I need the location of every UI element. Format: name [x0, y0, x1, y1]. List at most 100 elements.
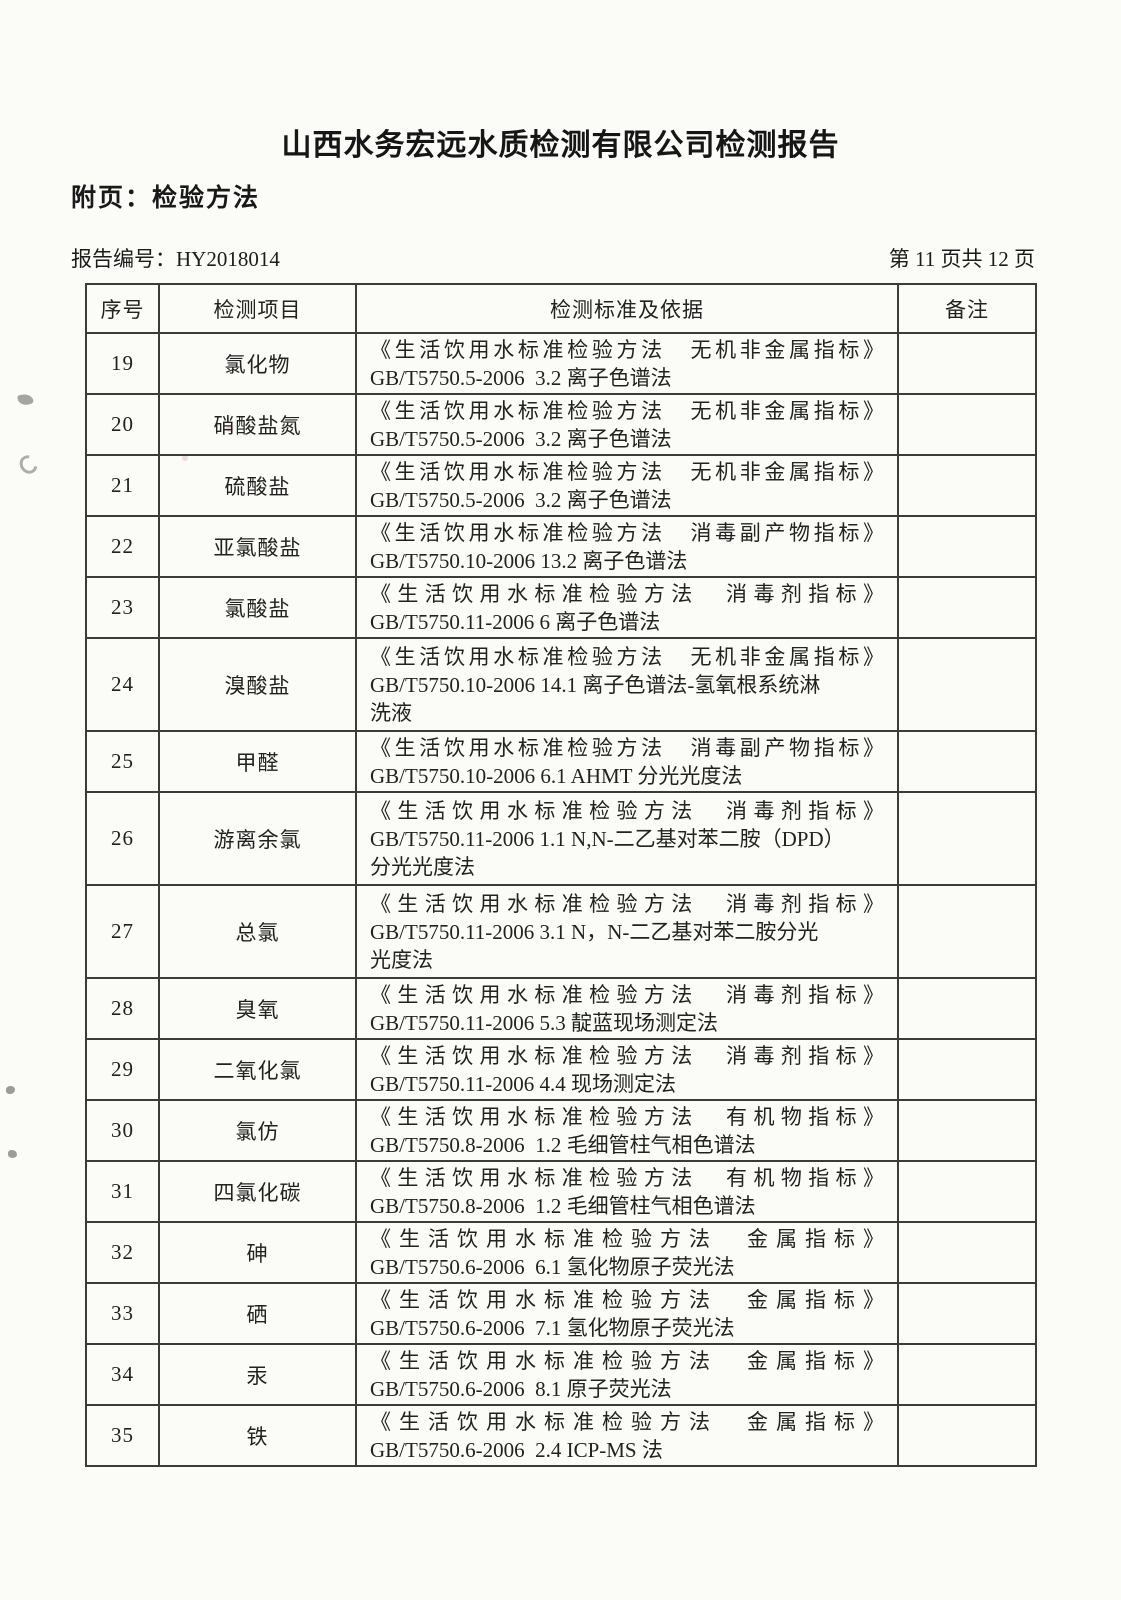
remark-cell [897, 393, 1037, 456]
standard-cell: 《生活饮用水标准检验方法 消毒副产物指标》 GB/T5750.10-2006 6.… [355, 730, 899, 793]
standard-method-line: GB/T5750.6-2006 8.1 原子荧光法 [370, 1376, 672, 1401]
test-item: 四氯化碳 [158, 1160, 357, 1223]
standard-cell: 《生活饮用水标准检验方法 有机物指标》 GB/T5750.8-2006 1.2 毛… [355, 1160, 899, 1223]
table-row: 31 四氯化碳 《生活饮用水标准检验方法 有机物指标》 GB/T5750.8-20… [85, 1160, 1037, 1223]
row-number: 19 [85, 332, 160, 395]
row-number: 25 [85, 730, 160, 793]
standard-title-line: 《生活饮用水标准检验方法 消毒剂指标》 [370, 581, 884, 606]
standard-method-line: GB/T5750.11-2006 5.3 靛蓝现场测定法 [370, 1010, 719, 1035]
row-number: 35 [85, 1404, 160, 1467]
row-number: 29 [85, 1038, 160, 1101]
row-number: 26 [85, 791, 160, 886]
standard-title-line: 《生活饮用水标准检验方法 有机物指标》 [370, 1165, 884, 1190]
remark-cell [897, 332, 1037, 395]
remark-cell [897, 1282, 1037, 1345]
table-row: 19 氯化物 《生活饮用水标准检验方法 无机非金属指标》 GB/T5750.5-2… [85, 332, 1037, 395]
remark-cell [897, 1404, 1037, 1467]
col-header-standard: 检测标准及依据 [355, 283, 899, 334]
scan-artifact [17, 392, 34, 407]
standard-title-line: 《生活饮用水标准检验方法 消毒剂指标》 [370, 891, 884, 916]
standard-method-line: GB/T5750.10-2006 6.1 AHMT 分光光度法 [370, 763, 743, 788]
standard-cell: 《生活饮用水标准检验方法 无机非金属指标》 GB/T5750.5-2006 3.2… [355, 454, 899, 517]
standard-method-line: GB/T5750.10-2006 14.1 离子色谱法-氢氧根系统淋 [370, 672, 821, 697]
report-table: 序号 检测项目 检测标准及依据 备注 19 氯化物 《生活饮用水标准检验方法 无… [85, 283, 1037, 1467]
table-row: 29 二氧化氯 《生活饮用水标准检验方法 消毒剂指标》 GB/T5750.11-2… [85, 1038, 1037, 1101]
standard-title-line: 《生活饮用水标准检验方法 无机非金属指标》 [370, 459, 884, 484]
table-row: 32 砷 《生活饮用水标准检验方法 金属指标》 GB/T5750.6-2006 6… [85, 1221, 1037, 1284]
test-item: 甲醛 [158, 730, 357, 793]
table-row: 33 硒 《生活饮用水标准检验方法 金属指标》 GB/T5750.6-2006 7… [85, 1282, 1037, 1345]
standard-cell: 《生活饮用水标准检验方法 消毒副产物指标》 GB/T5750.10-2006 13… [355, 515, 899, 578]
table-row: 21 硫酸盐 《生活饮用水标准检验方法 无机非金属指标》 GB/T5750.5-2… [85, 454, 1037, 517]
remark-cell [897, 1343, 1037, 1406]
standard-title-line: 《生活饮用水标准检验方法 无机非金属指标》 [370, 644, 884, 669]
test-item: 氯仿 [158, 1099, 357, 1162]
table-row: 34 汞 《生活饮用水标准检验方法 金属指标》 GB/T5750.6-2006 8… [85, 1343, 1037, 1406]
page-title: 山西水务宏远水质检测有限公司检测报告 [281, 129, 840, 162]
row-number: 33 [85, 1282, 160, 1345]
standard-method-line: 分光光度法 [370, 854, 475, 879]
table-row: 22 亚氯酸盐 《生活饮用水标准检验方法 消毒副产物指标》 GB/T5750.10… [85, 515, 1037, 578]
table-row: 25 甲醛 《生活饮用水标准检验方法 消毒副产物指标》 GB/T5750.10-2… [85, 730, 1037, 793]
test-item: 汞 [158, 1343, 357, 1406]
standard-method-line: 洗液 [370, 700, 412, 725]
remark-cell [897, 791, 1037, 886]
test-item: 总氯 [158, 884, 357, 979]
report-number-value: HY2018014 [176, 247, 280, 271]
standard-cell: 《生活饮用水标准检验方法 消毒剂指标》 GB/T5750.11-2006 6 离子… [355, 576, 899, 639]
standard-method-line: GB/T5750.11-2006 6 离子色谱法 [370, 609, 661, 634]
standard-cell: 《生活饮用水标准检验方法 消毒剂指标》 GB/T5750.11-2006 4.4 … [355, 1038, 899, 1101]
test-item: 硝酸盐氮 [158, 393, 357, 456]
table-row: 35 铁 《生活饮用水标准检验方法 金属指标》 GB/T5750.6-2006 2… [85, 1404, 1037, 1467]
remark-cell [897, 977, 1037, 1040]
standard-title-line: 《生活饮用水标准检验方法 金属指标》 [370, 1287, 884, 1312]
row-number: 28 [85, 977, 160, 1040]
test-item: 游离余氯 [158, 791, 357, 886]
scan-artifact [8, 1150, 17, 1158]
test-item: 亚氯酸盐 [158, 515, 357, 578]
test-item: 氯酸盐 [158, 576, 357, 639]
row-number: 20 [85, 393, 160, 456]
row-number: 22 [85, 515, 160, 578]
remark-cell [897, 1221, 1037, 1284]
test-item: 铁 [158, 1404, 357, 1467]
meta-row: 报告编号：HY2018014 第 11 页共 12 页 [71, 243, 1035, 273]
standard-method-line: GB/T5750.8-2006 1.2 毛细管柱气相色谱法 [370, 1132, 756, 1157]
standard-cell: 《生活饮用水标准检验方法 金属指标》 GB/T5750.6-2006 2.4 IC… [355, 1404, 899, 1467]
remark-cell [897, 454, 1037, 517]
standard-cell: 《生活饮用水标准检验方法 金属指标》 GB/T5750.6-2006 8.1 原子… [355, 1343, 899, 1406]
standard-title-line: 《生活饮用水标准检验方法 有机物指标》 [370, 1104, 884, 1129]
standard-method-line: GB/T5750.6-2006 7.1 氢化物原子荧光法 [370, 1315, 735, 1340]
table-header-row: 序号 检测项目 检测标准及依据 备注 [85, 283, 1037, 334]
row-number: 24 [85, 637, 160, 732]
standard-title-line: 《生活饮用水标准检验方法 金属指标》 [370, 1226, 884, 1251]
standard-cell: 《生活饮用水标准检验方法 消毒剂指标》 GB/T5750.11-2006 5.3 … [355, 977, 899, 1040]
remark-cell [897, 884, 1037, 979]
table-row: 26 游离余氯 《生活饮用水标准检验方法 消毒剂指标》 GB/T5750.11-2… [85, 791, 1037, 886]
test-item: 氯化物 [158, 332, 357, 395]
standard-method-line: 光度法 [370, 947, 433, 972]
standard-method-line: GB/T5750.5-2006 3.2 离子色谱法 [370, 487, 672, 512]
standard-cell: 《生活饮用水标准检验方法 有机物指标》 GB/T5750.8-2006 1.2 毛… [355, 1099, 899, 1162]
col-header-remark: 备注 [897, 283, 1037, 334]
test-item: 砷 [158, 1221, 357, 1284]
scan-artifact [6, 1086, 15, 1094]
standard-title-line: 《生活饮用水标准检验方法 金属指标》 [370, 1409, 884, 1434]
standard-cell: 《生活饮用水标准检验方法 无机非金属指标》 GB/T5750.5-2006 3.2… [355, 393, 899, 456]
remark-cell [897, 1099, 1037, 1162]
standard-cell: 《生活饮用水标准检验方法 无机非金属指标》 GB/T5750.10-2006 14… [355, 637, 899, 732]
test-item: 臭氧 [158, 977, 357, 1040]
table-row: 24 溴酸盐 《生活饮用水标准检验方法 无机非金属指标》 GB/T5750.10-… [85, 637, 1037, 732]
table-row: 28 臭氧 《生活饮用水标准检验方法 消毒剂指标》 GB/T5750.11-200… [85, 977, 1037, 1040]
report-number: 报告编号：HY2018014 [71, 243, 280, 273]
standard-method-line: GB/T5750.6-2006 2.4 ICP-MS 法 [370, 1437, 663, 1462]
standard-method-line: GB/T5750.5-2006 3.2 离子色谱法 [370, 365, 672, 390]
remark-cell [897, 515, 1037, 578]
standard-cell: 《生活饮用水标准检验方法 金属指标》 GB/T5750.6-2006 6.1 氢化… [355, 1221, 899, 1284]
row-number: 23 [85, 576, 160, 639]
standard-method-line: GB/T5750.11-2006 4.4 现场测定法 [370, 1071, 677, 1096]
test-item: 溴酸盐 [158, 637, 357, 732]
report-number-label: 报告编号： [71, 247, 176, 271]
standard-title-line: 《生活饮用水标准检验方法 无机非金属指标》 [370, 398, 884, 423]
standard-title-line: 《生活饮用水标准检验方法 消毒副产物指标》 [370, 735, 884, 760]
